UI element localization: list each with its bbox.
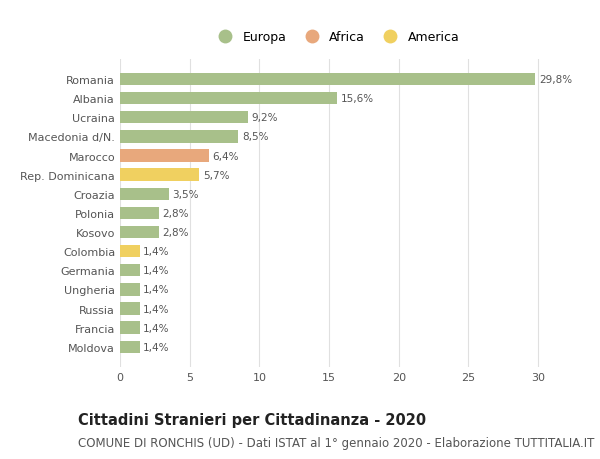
Bar <box>120 302 140 315</box>
Bar <box>120 169 199 181</box>
Text: 5,7%: 5,7% <box>203 170 229 180</box>
Bar <box>120 264 140 277</box>
Text: 1,4%: 1,4% <box>143 246 169 257</box>
Text: 1,4%: 1,4% <box>143 304 169 314</box>
Text: 29,8%: 29,8% <box>539 75 572 85</box>
Text: 9,2%: 9,2% <box>251 113 278 123</box>
Bar <box>120 188 169 201</box>
Text: 1,4%: 1,4% <box>143 266 169 276</box>
Text: 2,8%: 2,8% <box>163 228 189 237</box>
Legend: Europa, Africa, America: Europa, Africa, America <box>208 26 464 49</box>
Bar <box>120 150 209 162</box>
Bar <box>120 226 159 239</box>
Text: 1,4%: 1,4% <box>143 323 169 333</box>
Bar <box>120 207 159 220</box>
Text: 3,5%: 3,5% <box>172 190 199 199</box>
Bar <box>120 246 140 258</box>
Text: Cittadini Stranieri per Cittadinanza - 2020: Cittadini Stranieri per Cittadinanza - 2… <box>78 413 426 428</box>
Text: 2,8%: 2,8% <box>163 208 189 218</box>
Bar <box>120 284 140 296</box>
Text: 1,4%: 1,4% <box>143 342 169 352</box>
Text: 1,4%: 1,4% <box>143 285 169 295</box>
Bar <box>120 341 140 353</box>
Bar <box>120 93 337 105</box>
Bar <box>120 112 248 124</box>
Bar <box>120 322 140 334</box>
Bar <box>120 131 238 143</box>
Text: 15,6%: 15,6% <box>341 94 374 104</box>
Text: 8,5%: 8,5% <box>242 132 268 142</box>
Bar <box>120 73 535 86</box>
Text: COMUNE DI RONCHIS (UD) - Dati ISTAT al 1° gennaio 2020 - Elaborazione TUTTITALIA: COMUNE DI RONCHIS (UD) - Dati ISTAT al 1… <box>78 436 595 449</box>
Text: 6,4%: 6,4% <box>212 151 239 161</box>
